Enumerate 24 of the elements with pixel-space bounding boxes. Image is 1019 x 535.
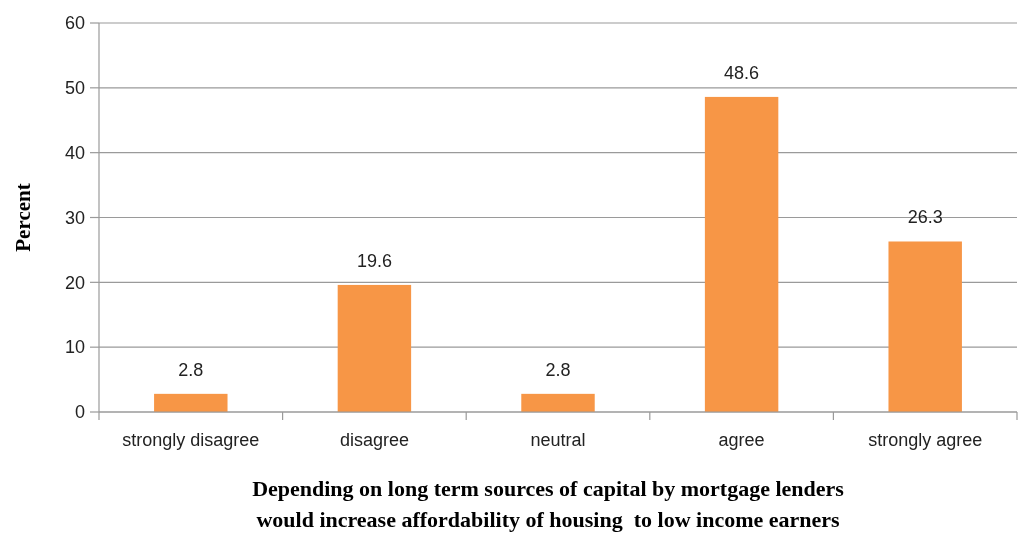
y-tick-label: 0 — [74, 402, 85, 423]
x-axis-title: Depending on long term sources of capital by mortgage lenders would increase affordability of housing to low income earners — [252, 476, 845, 532]
y-tick-label: 10 — [64, 337, 85, 358]
x-tick-label: agree — [718, 430, 765, 450]
y-tick-label: 40 — [64, 142, 85, 163]
y-tick-label: 20 — [64, 272, 85, 293]
x-tick-label: neutral — [530, 430, 586, 450]
y-axis-title: Percent — [11, 183, 35, 252]
data-label: 19.6 — [356, 250, 392, 271]
x-tick-label: disagree — [339, 430, 409, 450]
y-tick-label: 50 — [64, 78, 85, 99]
y-tick-label: 60 — [64, 13, 85, 34]
x-tick-label: strongly disagree — [122, 430, 260, 450]
bar — [154, 393, 228, 412]
data-label: 48.6 — [724, 62, 760, 83]
data-label: 2.8 — [545, 359, 571, 380]
bar — [521, 393, 595, 412]
x-tick-label: strongly agree — [868, 430, 983, 450]
bar — [337, 284, 412, 412]
data-label: 26.3 — [907, 207, 943, 228]
bar — [888, 241, 962, 412]
y-tick-label: 30 — [64, 207, 85, 228]
data-label: 2.8 — [178, 359, 204, 380]
bar — [704, 96, 779, 412]
